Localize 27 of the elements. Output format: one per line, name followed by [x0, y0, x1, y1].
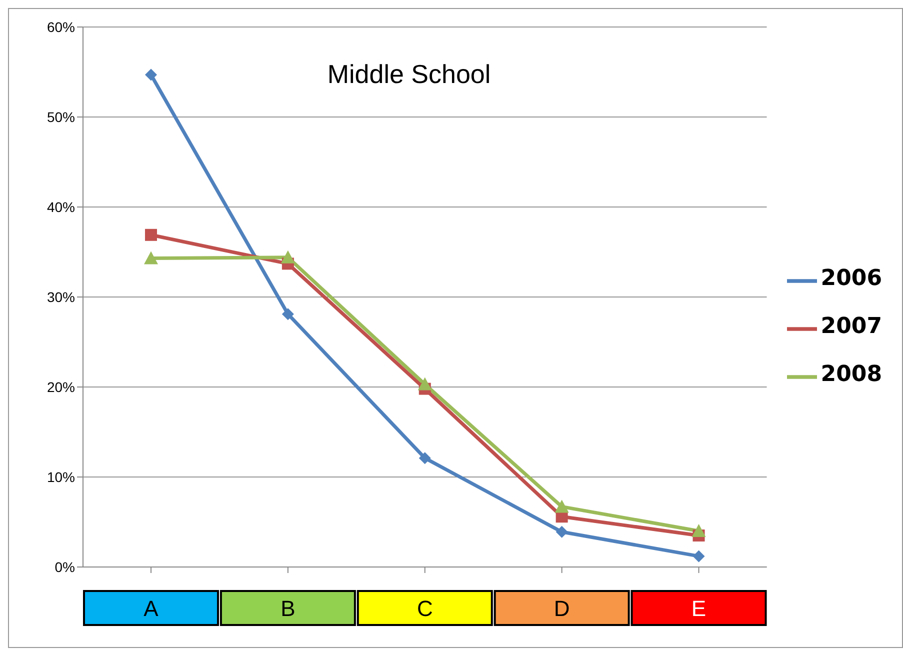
x-tick-label: C [416, 596, 433, 621]
point [418, 377, 432, 390]
point [144, 251, 158, 264]
point [145, 68, 157, 81]
y-tick-label: 20% [46, 378, 75, 395]
x-tick-label: B [280, 596, 296, 621]
x-tick-label: D [554, 596, 570, 621]
y-tick-label: 30% [46, 288, 75, 305]
y-tick-label: 60% [46, 18, 75, 35]
point [692, 550, 705, 562]
x-tick-label: E [691, 596, 706, 621]
text: Middle School [326, 59, 492, 90]
y-tick-label: 50% [46, 108, 75, 125]
point [145, 228, 157, 241]
y-tick-label: 40% [46, 198, 75, 215]
y-tick-label: 10% [46, 468, 75, 485]
x-tick-label: A [144, 596, 159, 621]
y-tick-label: 0% [54, 558, 75, 575]
point [280, 250, 295, 264]
point [692, 524, 706, 537]
point [554, 500, 569, 513]
legend-label: 2007 [820, 314, 882, 339]
point [282, 308, 294, 320]
legend-label: 2008 [820, 362, 882, 387]
point [418, 452, 431, 464]
point [556, 526, 568, 538]
legend-label: 2006 [820, 266, 882, 291]
